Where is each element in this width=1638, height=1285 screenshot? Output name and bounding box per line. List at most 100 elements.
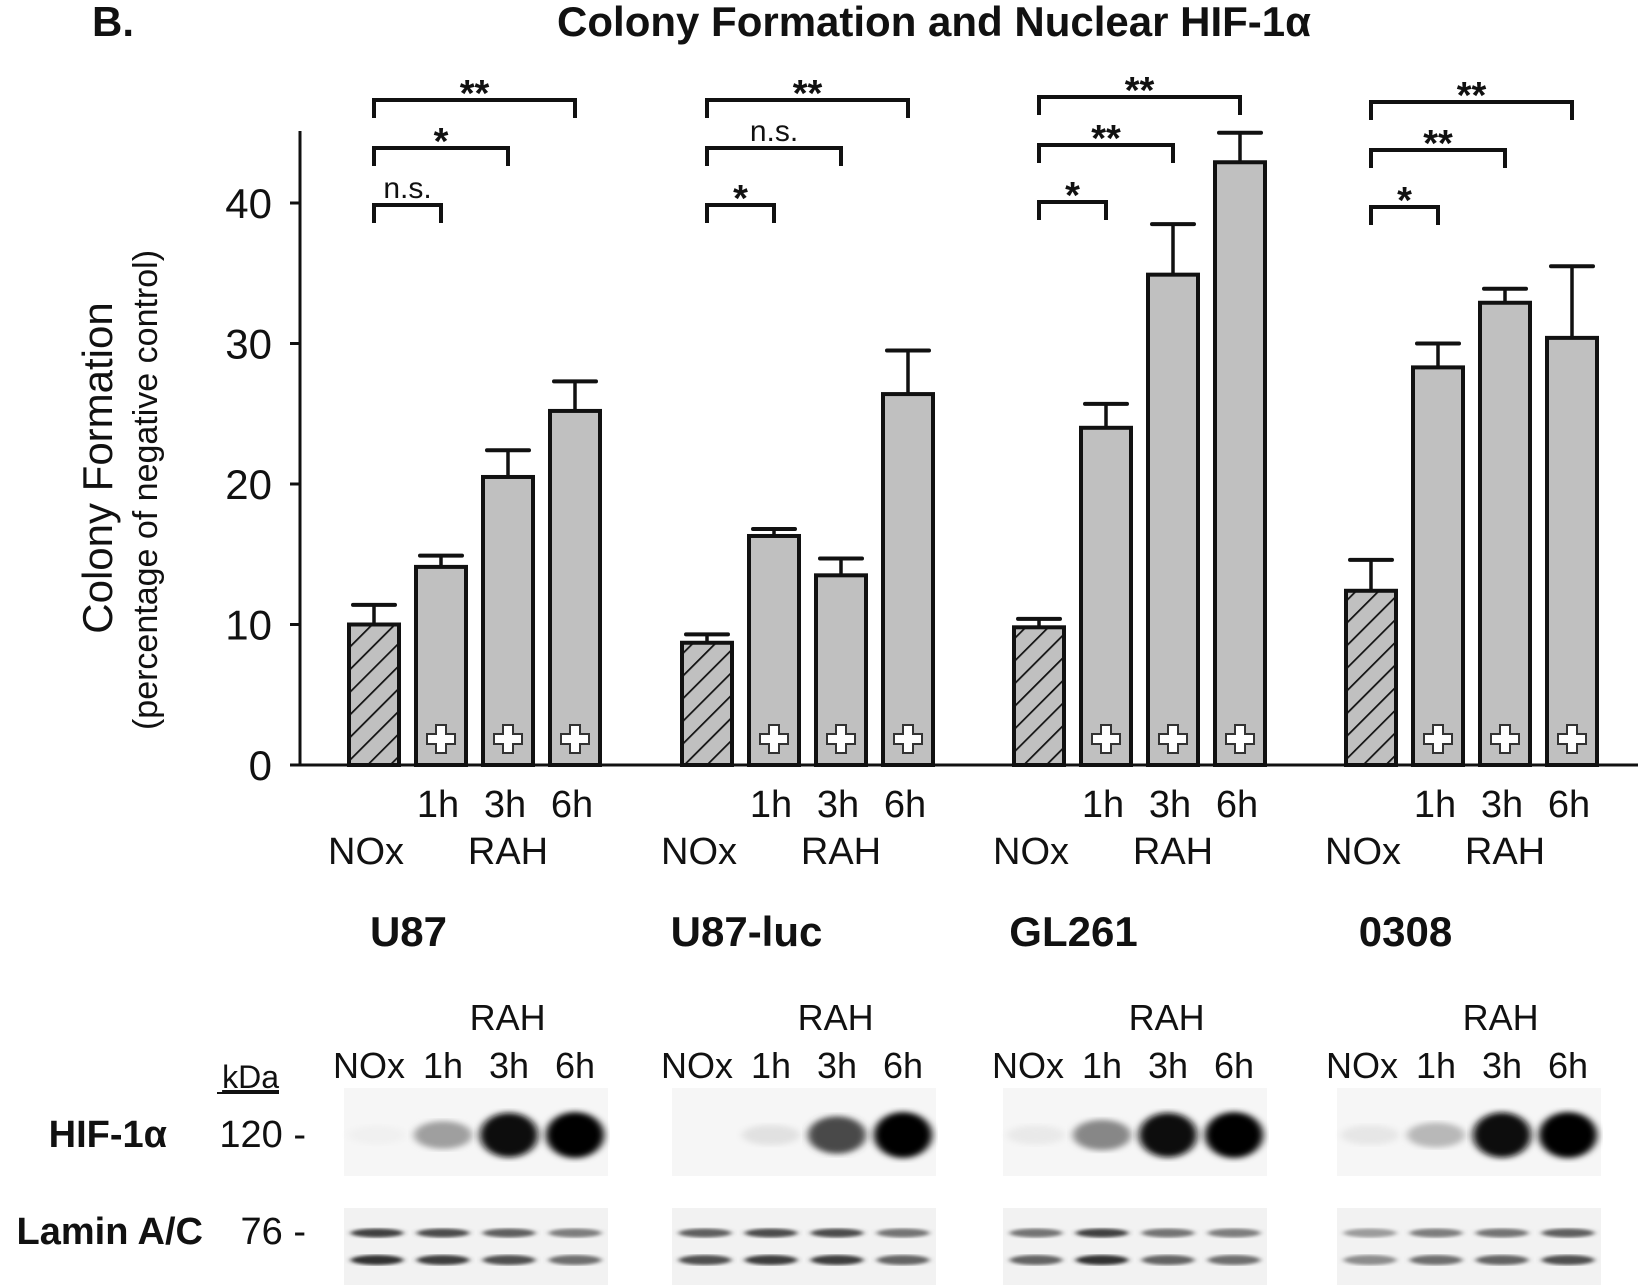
- panel-label: B.: [92, 0, 134, 45]
- plus-icon: [426, 724, 456, 754]
- lamin-band-lower: [1207, 1255, 1261, 1265]
- plus-icon: [1423, 724, 1453, 754]
- hif-band: [1472, 1112, 1532, 1158]
- lane-label: NOx: [333, 1045, 405, 1086]
- y-axis-title: Colony Formation (percentage of negative …: [74, 250, 165, 730]
- nox-label: NOx: [993, 831, 1069, 873]
- hif-band: [1006, 1125, 1066, 1145]
- lamin-band-upper: [1409, 1228, 1463, 1238]
- kda-marker: 120 -: [219, 1114, 306, 1156]
- plus-icon: [893, 724, 923, 754]
- lane-label: NOx: [992, 1045, 1064, 1086]
- bar-rah-3h: [1146, 272, 1200, 767]
- lane-label: NOx: [1326, 1045, 1398, 1086]
- lamin-blot-panel: [1003, 1208, 1267, 1285]
- significance-bracket: **: [1369, 123, 1507, 168]
- lane-label: 3h: [1482, 1045, 1522, 1086]
- bar-rah-6h: [1545, 335, 1599, 767]
- lane-label: 6h: [555, 1045, 595, 1086]
- blot-treatment-label: RAH: [1463, 997, 1539, 1038]
- lamin-blot-panel: [344, 1208, 608, 1285]
- significance-label: n.s.: [750, 115, 798, 148]
- cell-line-label: U87: [370, 908, 447, 955]
- nox-label: NOx: [328, 831, 404, 873]
- lamin-band-upper: [1141, 1228, 1195, 1238]
- y-axis-sublabel: (percentage of negative control): [127, 250, 165, 730]
- y-tick-label: 10: [225, 602, 272, 649]
- bar-nox: [1344, 588, 1398, 768]
- lane-label: 1h: [1082, 1045, 1122, 1086]
- bar-rah-1h: [1411, 365, 1465, 767]
- bar-rah-3h: [481, 474, 535, 767]
- lamin-band-lower: [1409, 1255, 1463, 1265]
- time-label: 6h: [884, 784, 926, 826]
- blot-treatment-label: RAH: [798, 997, 874, 1038]
- lane-label: 6h: [1548, 1045, 1588, 1086]
- time-label: 1h: [750, 784, 792, 826]
- blot-0308: RAH NOx 1h 3h 6h: [1326, 997, 1601, 1285]
- lamin-band-upper: [1475, 1228, 1529, 1238]
- bar-rah-6h: [881, 392, 935, 767]
- bar-nox: [347, 622, 401, 767]
- rah-label: RAH: [468, 831, 548, 873]
- lamin-band-upper: [548, 1228, 602, 1238]
- time-label: 3h: [817, 784, 859, 826]
- significance-label: *: [434, 121, 449, 163]
- significance-label: **: [1125, 70, 1155, 112]
- nox-label: NOx: [1325, 831, 1401, 873]
- lamin-band-lower: [482, 1255, 536, 1265]
- x-axis-labels: 1h 3h 6h NOx RAH U87 1h 3h 6h NOx RAH U87-luc 1h 3h 6h…: [328, 784, 1590, 955]
- lamin-band-upper: [416, 1228, 470, 1238]
- rah-label: RAH: [801, 831, 881, 873]
- hif-band: [479, 1112, 539, 1158]
- lamin-band-lower: [1075, 1255, 1129, 1265]
- significance-bracket: **: [705, 73, 910, 118]
- kda-marker: 76 -: [241, 1211, 306, 1253]
- bar-group-0308: [1344, 264, 1599, 768]
- significance-label: *: [1065, 175, 1080, 217]
- significance-bracket: n.s.: [372, 172, 443, 223]
- time-label: 3h: [484, 784, 526, 826]
- lamin-band-lower: [416, 1255, 470, 1265]
- hif-band: [1138, 1112, 1198, 1158]
- time-label: 6h: [551, 784, 593, 826]
- lamin-band-lower: [744, 1255, 798, 1265]
- lamin-band-lower: [810, 1255, 864, 1265]
- significance-bracket: *: [372, 121, 510, 166]
- plus-icon: [560, 724, 590, 754]
- lamin-band-upper: [744, 1228, 798, 1238]
- blot-u87-luc: RAH NOx 1h 3h 6h: [661, 997, 936, 1285]
- nox-label: NOx: [661, 831, 737, 873]
- lane-label: NOx: [661, 1045, 733, 1086]
- bar-rah-6h: [1213, 160, 1267, 767]
- protein-label: Lamin A/C: [17, 1211, 204, 1253]
- bar-group-u87: [347, 379, 602, 768]
- lane-label: 3h: [489, 1045, 529, 1086]
- hif-band: [413, 1121, 473, 1149]
- blot-treatment-label: RAH: [1129, 997, 1205, 1038]
- lamin-band-upper: [810, 1228, 864, 1238]
- hif-band: [1406, 1122, 1466, 1148]
- kda-label: kDa: [222, 1059, 279, 1095]
- lane-label: 1h: [423, 1045, 463, 1086]
- significance-label: **: [1457, 75, 1487, 117]
- lamin-band-lower: [1343, 1255, 1397, 1265]
- lamin-band-upper: [1343, 1228, 1397, 1238]
- plus-icon: [759, 724, 789, 754]
- hif-band: [545, 1112, 605, 1158]
- time-label: 3h: [1149, 784, 1191, 826]
- y-tick-label: 20: [225, 461, 272, 508]
- bar-nox: [1012, 625, 1066, 767]
- lamin-band-lower: [350, 1255, 404, 1265]
- lamin-band-upper: [350, 1228, 404, 1238]
- bar-rah-1h: [1079, 425, 1133, 767]
- hif-band: [807, 1116, 867, 1154]
- cell-line-label: GL261: [1009, 908, 1137, 955]
- lamin-band-upper: [1075, 1228, 1129, 1238]
- time-label: 1h: [1082, 784, 1124, 826]
- lane-label: 1h: [1416, 1045, 1456, 1086]
- x-labels-u87-luc: 1h 3h 6h NOx RAH U87-luc: [661, 784, 926, 955]
- plus-icon: [1158, 724, 1188, 754]
- significance-bracket: *: [1037, 175, 1108, 220]
